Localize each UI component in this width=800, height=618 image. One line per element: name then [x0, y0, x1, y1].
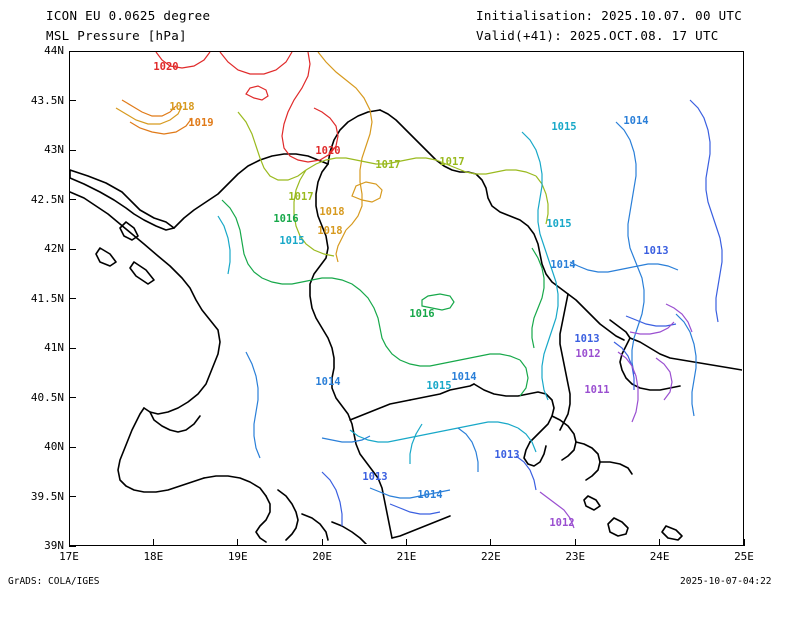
x-axis-tick	[490, 539, 492, 546]
grads-credit: GrADS: COLA/IGES	[8, 576, 100, 587]
x-axis-tick	[659, 539, 661, 546]
x-axis-label: 19E	[227, 550, 248, 563]
contour-label: 1014	[623, 115, 648, 127]
model-title: ICON EU 0.0625 degree	[46, 8, 211, 23]
x-axis-label: 17E	[59, 550, 79, 563]
contour-label: 1018	[317, 225, 342, 237]
contour-label: 1018	[319, 206, 344, 218]
y-axis-label: 44N	[44, 44, 64, 57]
map-plot-area: 1020 1018 1019 1020 1017 1017 1017 1016 …	[69, 51, 744, 546]
contour-label: 1013	[362, 471, 387, 483]
y-axis-tick	[69, 446, 76, 448]
x-axis-label: 21E	[396, 550, 417, 563]
contour-label: 1017	[288, 191, 313, 203]
x-axis-tick	[743, 539, 745, 546]
contour-label: 1020	[153, 61, 178, 73]
x-axis-label: 18E	[143, 550, 164, 563]
contour-map: 1020 1018 1019 1020 1017 1017 1017 1016 …	[70, 52, 742, 544]
x-axis-tick	[321, 539, 323, 546]
y-axis-tick	[69, 298, 76, 299]
contour-label-layer: 1020 1018 1019 1020 1017 1017 1017 1016 …	[153, 61, 668, 529]
contour-label: 1013	[643, 245, 668, 257]
country-border-layer	[173, 109, 625, 539]
y-axis-label: 41N	[44, 341, 64, 354]
contour-label: 1013	[574, 333, 599, 345]
x-axis-label: 22E	[480, 550, 501, 563]
contour-label: 1012	[549, 517, 574, 529]
coastline-layer	[70, 169, 742, 544]
x-axis-tick	[574, 539, 576, 546]
contour-label: 1015	[426, 380, 451, 392]
contour-label: 1011	[584, 384, 609, 396]
contour-label: 1015	[551, 121, 576, 133]
x-axis-label: 23E	[565, 550, 586, 563]
y-axis-tick	[69, 199, 76, 200]
x-axis-label: 24E	[649, 550, 670, 563]
isobar-layer	[115, 52, 723, 529]
y-axis-tick	[69, 149, 76, 151]
x-axis-tick	[152, 539, 154, 546]
initialisation-time: Initialisation: 2025.10.07. 00 UTC	[476, 8, 743, 23]
y-axis-tick	[69, 347, 76, 349]
contour-label: 1017	[439, 156, 464, 168]
contour-label: 1014	[451, 371, 476, 383]
x-axis-label: 25E	[734, 550, 754, 563]
contour-label: 1018	[169, 101, 194, 113]
generation-timestamp: 2025-10-07-04:22	[680, 576, 772, 587]
y-axis-tick	[69, 100, 76, 101]
y-axis-tick	[69, 397, 76, 398]
y-axis-tick	[69, 496, 76, 497]
y-axis-label: 39.5N	[30, 489, 64, 503]
variable-title: MSL Pressure [hPa]	[46, 28, 187, 43]
y-axis-tick	[69, 50, 76, 52]
contour-label: 1013	[494, 449, 519, 461]
y-axis-label: 39N	[44, 539, 64, 552]
contour-label: 1012	[575, 348, 600, 360]
contour-label: 1014	[550, 259, 575, 271]
x-axis-tick	[237, 539, 239, 546]
contour-label: 1019	[188, 117, 213, 129]
contour-label: 1015	[279, 235, 304, 247]
y-axis-label: 40.5N	[30, 390, 64, 404]
y-axis-label: 42.5N	[30, 192, 64, 206]
contour-label: 1017	[375, 159, 400, 171]
y-axis-label: 41.5N	[30, 291, 64, 305]
contour-label: 1014	[417, 489, 442, 501]
y-axis-tick	[69, 248, 76, 250]
y-axis-tick	[69, 545, 76, 547]
y-axis-label: 42N	[44, 242, 64, 255]
contour-label: 1014	[315, 376, 340, 388]
y-axis-label: 43.5N	[30, 93, 64, 107]
y-axis-label: 43N	[44, 143, 64, 156]
x-axis-label: 20E	[312, 550, 333, 563]
valid-time: Valid(+41): 2025.OCT.08. 17 UTC	[476, 28, 719, 43]
contour-label: 1016	[409, 308, 434, 320]
contour-label: 1015	[546, 218, 571, 230]
contour-label: 1016	[273, 213, 298, 225]
x-axis-tick	[68, 539, 70, 546]
contour-label: 1020	[315, 145, 340, 157]
y-axis-label: 40N	[44, 440, 64, 453]
x-axis-tick	[406, 539, 407, 546]
